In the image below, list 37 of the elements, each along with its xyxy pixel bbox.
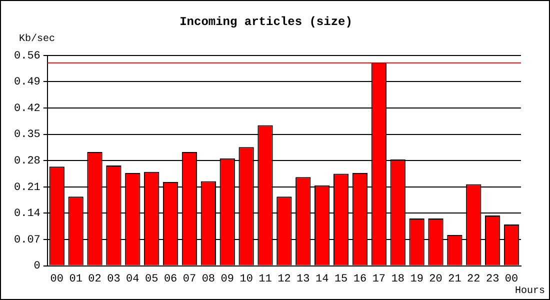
- x-tick-label: 09: [220, 273, 234, 286]
- x-tick-label: 08: [202, 273, 216, 286]
- y-tick-label: 0.42: [14, 102, 40, 115]
- x-tick-label: 12: [278, 273, 291, 286]
- x-tick-label: 00: [504, 273, 518, 286]
- y-axis-title: Kb/sec: [19, 33, 56, 45]
- y-tick-label: 0.07: [14, 234, 40, 246]
- text: 0: [34, 260, 40, 273]
- x-tick-label: 03: [107, 273, 120, 286]
- y-tick-label: 0.35: [14, 129, 40, 142]
- y-tick-label: 0.49: [14, 76, 40, 89]
- y-tick-label: 0.28: [14, 156, 40, 168]
- y-tick-label: 0.56: [14, 50, 40, 62]
- x-tick-label: 07: [182, 273, 196, 286]
- x-tick-label: 02: [88, 273, 102, 286]
- x-tick-label: 05: [144, 273, 158, 286]
- x-tick-label: 10: [240, 273, 253, 286]
- x-tick-label: 06: [164, 273, 178, 286]
- chart-title: Incoming articles (size): [180, 15, 352, 30]
- x-axis-title: Hours: [514, 286, 545, 297]
- x-tick-label: 19: [410, 273, 424, 286]
- y-tick-label: 0.14: [14, 208, 41, 220]
- y-tick-label: 0.21: [14, 182, 41, 194]
- x-tick-label: 15: [334, 273, 348, 286]
- x-tick-label: 22: [467, 273, 480, 286]
- x-tick-label: 16: [353, 273, 367, 286]
- x-tick-label: 18: [391, 273, 404, 286]
- x-tick-label: 13: [296, 273, 310, 286]
- x-tick-label: 17: [372, 273, 386, 286]
- x-tick-label: 23: [486, 273, 500, 286]
- x-tick-label: 11: [258, 273, 272, 286]
- x-tick-label: 04: [126, 273, 140, 286]
- x-tick-label: 00: [50, 273, 64, 286]
- x-tick-label: 01: [69, 273, 83, 286]
- x-tick-label: 14: [315, 273, 330, 286]
- x-tick-label: 21: [448, 273, 462, 286]
- x-tick-label: 20: [429, 273, 442, 286]
